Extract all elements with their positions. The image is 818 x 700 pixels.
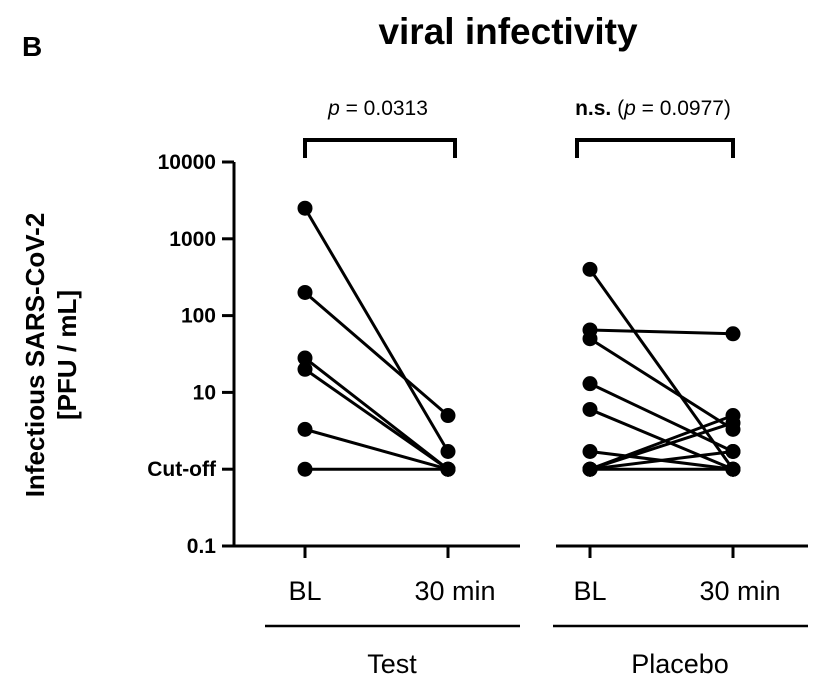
series [297,200,741,477]
point-1-0-bl [582,261,598,277]
point-1-9-30min [725,461,741,477]
pair-line-1-0 [588,268,735,471]
pair-line-1-1 [589,328,734,336]
point-1-4-bl [582,401,598,417]
y-tick-label-4: Cut-off [147,458,217,481]
y-tick-label-5: 0.1 [187,535,217,558]
pair-line-0-4 [304,427,449,471]
x-tick-label-0-0: BL [288,576,321,606]
pair-line-0-2 [304,356,449,471]
group-divider-placebo: Placebo [553,624,808,679]
significance-test: p = 0.0313 [303,97,457,158]
y-ticks: 10000 1000 100 10 Cut-off 0.1 [147,151,234,558]
x-tick-label-1-1: 30 min [699,576,780,606]
point-0-0-bl [297,200,313,216]
bracket-test [303,138,457,158]
point-0-1-30min [440,408,456,424]
pair-line-0-3 [304,368,449,471]
point-1-7-30min [725,415,741,431]
bracket-placebo [575,138,735,158]
pair-line-1-7 [589,421,734,471]
chart-title: viral infectivity [378,11,638,52]
point-0-0-30min [440,444,456,460]
point-0-4-bl [297,421,313,437]
point-0-5-bl [297,461,313,477]
y-axis-label-line2: [PFU / mL] [52,290,82,420]
point-1-3-bl [582,376,598,392]
point-1-5-bl [582,444,598,460]
x-axes: BL 30 min BL 30 min [231,544,808,606]
pair-line-0-1 [304,291,449,417]
point-1-9-bl [582,461,598,477]
y-axis-label: Infectious SARS-CoV-2 [PFU / mL] [20,213,82,498]
panel-label: B [22,31,42,62]
pair-line-1-3 [589,382,734,453]
p-value-test: p = 0.0313 [327,97,428,120]
point-0-3-bl [297,361,313,377]
pair-line-0-0 [303,207,450,453]
p-value-placebo: n.s. (p = 0.0977) [575,97,731,120]
y-tick-label-1: 1000 [169,228,216,251]
pair-line-1-4 [589,408,734,471]
y-tick-label-0: 10000 [158,151,216,174]
x-tick-label-0-1: 30 min [414,576,495,606]
point-1-1-30min [725,326,741,342]
point-1-8-30min [725,444,741,460]
significance-placebo: n.s. (p = 0.0977) [575,97,735,158]
point-0-1-bl [297,284,313,300]
pair-line-1-2 [589,337,734,431]
group-label-test: Test [367,649,417,679]
point-1-2-bl [582,331,598,347]
y-tick-label-3: 10 [193,381,216,404]
y-tick-label-2: 100 [181,305,216,328]
pair-line-1-8 [589,450,734,471]
y-axis-label-line1: Infectious SARS-CoV-2 [20,213,50,498]
point-0-5-30min [440,461,456,477]
group-divider-test: Test [265,624,520,679]
group-label-placebo: Placebo [631,649,729,679]
point-0-2-bl [297,350,313,366]
x-tick-label-1-0: BL [573,576,606,606]
